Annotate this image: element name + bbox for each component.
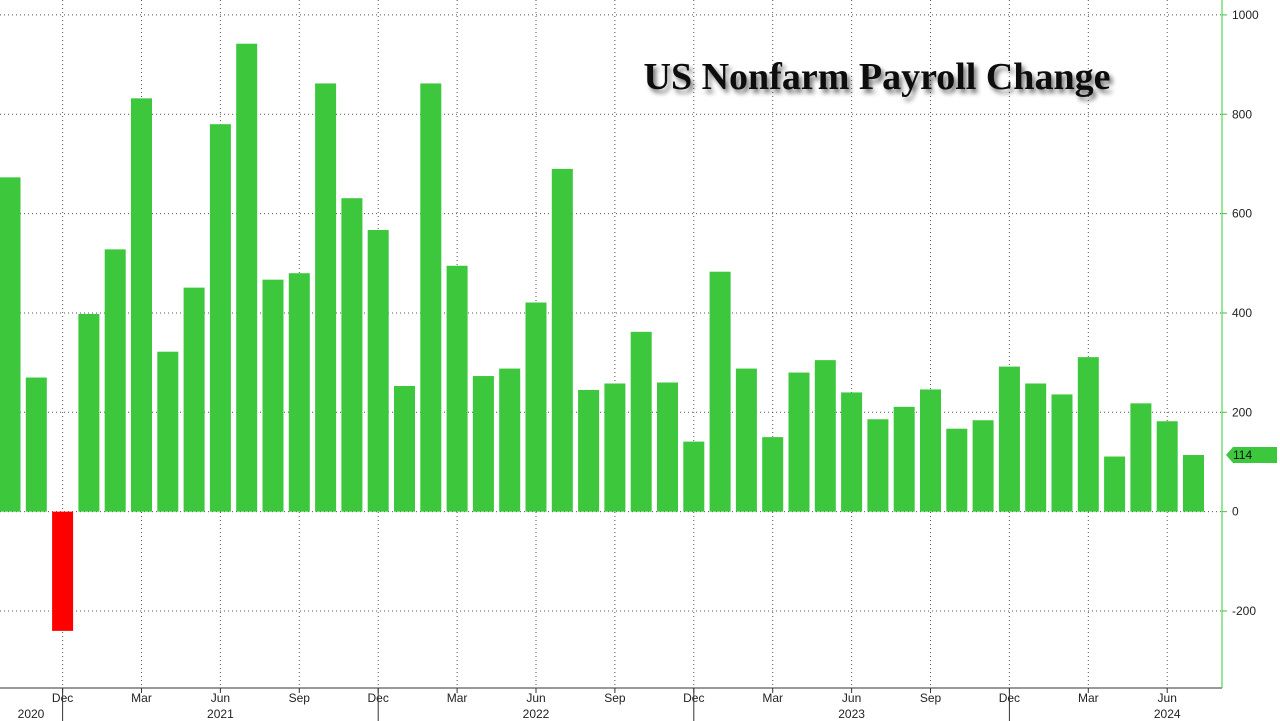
x-tick-label: Jun (211, 691, 230, 705)
bar (709, 271, 731, 512)
bar (1130, 403, 1152, 512)
year-label: 2023 (838, 707, 865, 721)
bar (78, 313, 100, 512)
bar (998, 366, 1020, 512)
bar (104, 249, 126, 512)
bar (472, 376, 494, 512)
bar (183, 287, 205, 512)
bar (0, 177, 21, 512)
x-tick-label: Mar (1078, 691, 1099, 705)
last-value-label: 114 (1233, 448, 1252, 462)
year-label: 2024 (1154, 707, 1181, 721)
bar (367, 229, 389, 512)
bar (1025, 383, 1047, 512)
bar (972, 420, 994, 512)
bar (946, 428, 968, 512)
bar (288, 273, 310, 512)
bar (1051, 394, 1073, 512)
x-tick-label: Jun (1158, 691, 1177, 705)
chart-title: US Nonfarm Payroll Change (644, 56, 1111, 98)
bar (420, 83, 442, 512)
bar (920, 389, 941, 512)
bar (446, 265, 468, 512)
bar (1156, 421, 1178, 512)
bar (867, 419, 889, 512)
bar (762, 437, 784, 512)
bar (209, 124, 231, 512)
last-value-tag (1226, 447, 1277, 464)
bar (1104, 456, 1126, 512)
bar (525, 302, 547, 512)
bar (262, 279, 284, 512)
y-tick-label: 600 (1232, 207, 1252, 221)
bar (394, 385, 415, 512)
bar (236, 43, 258, 512)
bar (551, 168, 573, 512)
grid-lines (0, 0, 1222, 688)
bar (604, 383, 626, 512)
y-tick-label: 1000 (1232, 8, 1259, 22)
bar (841, 392, 863, 512)
bar (893, 406, 915, 512)
bar (131, 98, 152, 512)
x-tick-label: Sep (604, 691, 626, 705)
bar (341, 198, 363, 512)
bars (0, 43, 1204, 631)
x-tick-label: Jun (526, 691, 545, 705)
bar (683, 441, 705, 512)
bar (657, 382, 678, 512)
year-label: 2021 (207, 707, 234, 721)
bar (814, 360, 836, 512)
x-tick-label: Sep (920, 691, 942, 705)
x-tick-label: Mar (447, 691, 468, 705)
bar (25, 377, 47, 512)
y-tick-label: 400 (1232, 306, 1252, 320)
bar (499, 368, 521, 512)
bar (1077, 357, 1099, 512)
x-tick-label: Mar (131, 691, 152, 705)
bar (630, 331, 652, 512)
bar (788, 372, 810, 512)
bar (578, 389, 600, 512)
y-tick-label: 800 (1232, 107, 1252, 121)
year-label: 2022 (523, 707, 550, 721)
x-tick-label: Mar (762, 691, 783, 705)
bar (315, 83, 337, 512)
bar (157, 351, 179, 512)
bar (1183, 455, 1204, 512)
last-value-callout: 114 (1226, 447, 1277, 464)
x-tick-label: Jun (842, 691, 861, 705)
y-tick-label: 0 (1232, 505, 1239, 519)
year-label: 2020 (18, 707, 45, 721)
y-tick-label: -200 (1232, 604, 1256, 618)
bar (735, 368, 757, 512)
bar (52, 511, 74, 631)
y-tick-label: 200 (1232, 405, 1252, 419)
x-tick-label: Sep (289, 691, 311, 705)
